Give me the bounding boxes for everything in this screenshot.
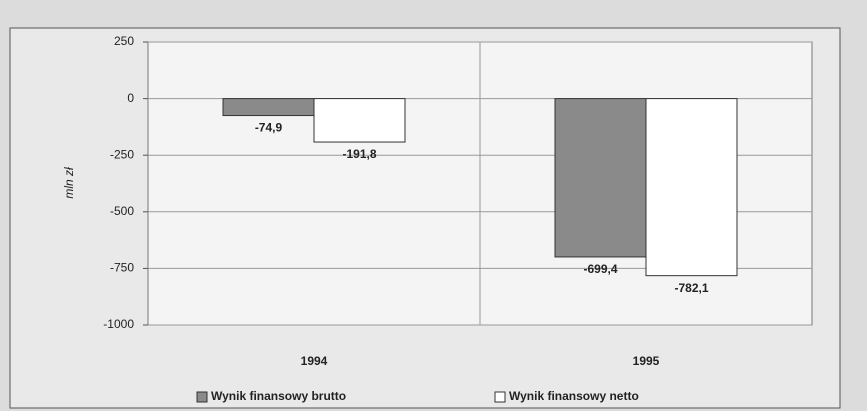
- x-tick-label: 1995: [633, 354, 660, 368]
- y-tick-label: -750: [110, 261, 134, 275]
- y-tick-label: 0: [127, 91, 134, 105]
- bar: [222, 98, 315, 117]
- value-label: -699,4: [583, 262, 617, 276]
- value-label: -782,1: [674, 281, 708, 295]
- y-tick-label: -500: [110, 204, 134, 218]
- bar: [313, 98, 406, 143]
- legend-marker: [196, 391, 208, 403]
- y-tick-label: -1000: [103, 317, 134, 331]
- value-label: -74,9: [255, 121, 283, 135]
- legend-label: Wynik finansowy netto: [509, 389, 639, 403]
- x-tick-label: 1994: [301, 354, 328, 368]
- y-tick-label: -250: [110, 147, 134, 161]
- value-label: -191,8: [342, 147, 376, 161]
- legend-marker: [494, 391, 506, 403]
- bar: [554, 98, 647, 258]
- bar: [645, 98, 738, 277]
- legend-label: Wynik finansowy brutto: [211, 389, 346, 403]
- y-axis-label: mln zł: [62, 167, 76, 199]
- y-tick-label: 250: [114, 34, 134, 48]
